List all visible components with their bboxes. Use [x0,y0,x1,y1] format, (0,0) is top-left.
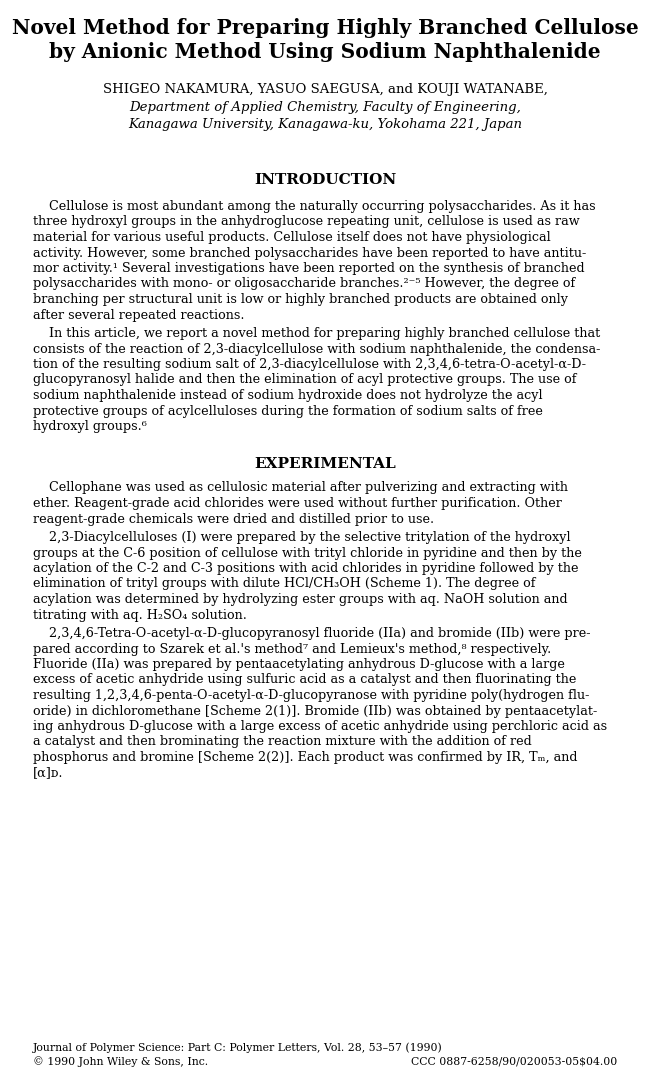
Text: mor activity.¹ Several investigations have been reported on the synthesis of bra: mor activity.¹ Several investigations ha… [33,262,584,275]
Text: acylation was determined by hydrolyzing ester groups with aq. NaOH solution and: acylation was determined by hydrolyzing … [33,593,567,606]
Text: 2,3,4,6-Tetra-O-acetyl-α-D-glucopyranosyl fluoride (IIa) and bromide (IIb) were : 2,3,4,6-Tetra-O-acetyl-α-D-glucopyranosy… [33,627,590,640]
Text: INTRODUCTION: INTRODUCTION [254,173,396,187]
Text: reagent-grade chemicals were dried and distilled prior to use.: reagent-grade chemicals were dried and d… [33,513,434,525]
Text: protective groups of acylcelluloses during the formation of sodium salts of free: protective groups of acylcelluloses duri… [33,404,543,417]
Text: by Anionic Method Using Sodium Naphthalenide: by Anionic Method Using Sodium Naphthale… [49,42,601,62]
Text: branching per structural unit is low or highly branched products are obtained on: branching per structural unit is low or … [33,293,568,306]
Text: EXPERIMENTAL: EXPERIMENTAL [254,458,396,472]
Text: Journal of Polymer Science: Part C: Polymer Letters, Vol. 28, 53–57 (1990): Journal of Polymer Science: Part C: Poly… [33,1042,443,1053]
Text: Cellulose is most abundant among the naturally occurring polysaccharides. As it : Cellulose is most abundant among the nat… [33,200,595,213]
Text: excess of acetic anhydride using sulfuric acid as a catalyst and then fluorinati: excess of acetic anhydride using sulfuri… [33,673,577,687]
Text: three hydroxyl groups in the anhydroglucose repeating unit, cellulose is used as: three hydroxyl groups in the anhydrogluc… [33,215,580,229]
Text: Novel Method for Preparing Highly Branched Cellulose: Novel Method for Preparing Highly Branch… [12,18,638,39]
Text: ing anhydrous D-glucose with a large excess of acetic anhydride using perchloric: ing anhydrous D-glucose with a large exc… [33,720,607,733]
Text: elimination of trityl groups with dilute HCl/CH₃OH (Scheme 1). The degree of: elimination of trityl groups with dilute… [33,578,536,591]
Text: material for various useful products. Cellulose itself does not have physiologic: material for various useful products. Ce… [33,231,551,244]
Text: titrating with aq. H₂SO₄ solution.: titrating with aq. H₂SO₄ solution. [33,609,247,622]
Text: acylation of the C-2 and C-3 positions with acid chlorides in pyridine followed : acylation of the C-2 and C-3 positions w… [33,562,578,575]
Text: glucopyranosyl halide and then the elimination of acyl protective groups. The us: glucopyranosyl halide and then the elimi… [33,373,577,386]
Text: 2,3-Diacylcelluloses (I) were prepared by the selective tritylation of the hydro: 2,3-Diacylcelluloses (I) were prepared b… [33,531,571,544]
Text: groups at the C-6 position of cellulose with trityl chloride in pyridine and the: groups at the C-6 position of cellulose … [33,547,582,560]
Text: In this article, we report a novel method for preparing highly branched cellulos: In this article, we report a novel metho… [33,327,600,340]
Text: Department of Applied Chemistry, Faculty of Engineering,: Department of Applied Chemistry, Faculty… [129,101,521,114]
Text: © 1990 John Wiley & Sons, Inc.: © 1990 John Wiley & Sons, Inc. [33,1056,208,1067]
Text: Kanagawa University, Kanagawa-ku, Yokohama 221, Japan: Kanagawa University, Kanagawa-ku, Yokoha… [128,118,522,131]
Text: Cellophane was used as cellulosic material after pulverizing and extracting with: Cellophane was used as cellulosic materi… [33,482,568,494]
Text: oride) in dichloromethane [Scheme 2(1)]. Bromide (IIb) was obtained by pentaacet: oride) in dichloromethane [Scheme 2(1)].… [33,704,597,718]
Text: pared according to Szarek et al.'s method⁷ and Lemieux's method,⁸ respectively.: pared according to Szarek et al.'s metho… [33,642,551,656]
Text: resulting 1,2,3,4,6-penta-O-acetyl-α-D-glucopyranose with pyridine poly(hydrogen: resulting 1,2,3,4,6-penta-O-acetyl-α-D-g… [33,689,590,702]
Text: CCC 0887-6258/90/020053-05$04.00: CCC 0887-6258/90/020053-05$04.00 [411,1056,617,1066]
Text: polysaccharides with mono- or oligosaccharide branches.²⁻⁵ However, the degree o: polysaccharides with mono- or oligosacch… [33,277,575,290]
Text: phosphorus and bromine [Scheme 2(2)]. Each product was confirmed by IR, Tₘ, and: phosphorus and bromine [Scheme 2(2)]. Ea… [33,751,577,764]
Text: ether. Reagent-grade acid chlorides were used without further purification. Othe: ether. Reagent-grade acid chlorides were… [33,496,562,510]
Text: sodium naphthalenide instead of sodium hydroxide does not hydrolyze the acyl: sodium naphthalenide instead of sodium h… [33,389,543,402]
Text: Fluoride (IIa) was prepared by pentaacetylating anhydrous D-glucose with a large: Fluoride (IIa) was prepared by pentaacet… [33,658,565,671]
Text: SHIGEO NAKAMURA, YASUO SAEGUSA, and KOUJI WATANABE,: SHIGEO NAKAMURA, YASUO SAEGUSA, and KOUJ… [103,83,547,96]
Text: tion of the resulting sodium salt of 2,3-diacylcellulose with 2,3,4,6-tetra-O-ac: tion of the resulting sodium salt of 2,3… [33,358,586,371]
Text: activity. However, some branched polysaccharides have been reported to have anti: activity. However, some branched polysac… [33,246,586,260]
Text: a catalyst and then brominating the reaction mixture with the addition of red: a catalyst and then brominating the reac… [33,735,532,749]
Text: hydroxyl groups.⁶: hydroxyl groups.⁶ [33,421,147,433]
Text: consists of the reaction of 2,3-diacylcellulose with sodium naphthalenide, the c: consists of the reaction of 2,3-diacylce… [33,342,601,355]
Text: [α]ᴅ.: [α]ᴅ. [33,766,64,780]
Text: after several repeated reactions.: after several repeated reactions. [33,308,244,321]
